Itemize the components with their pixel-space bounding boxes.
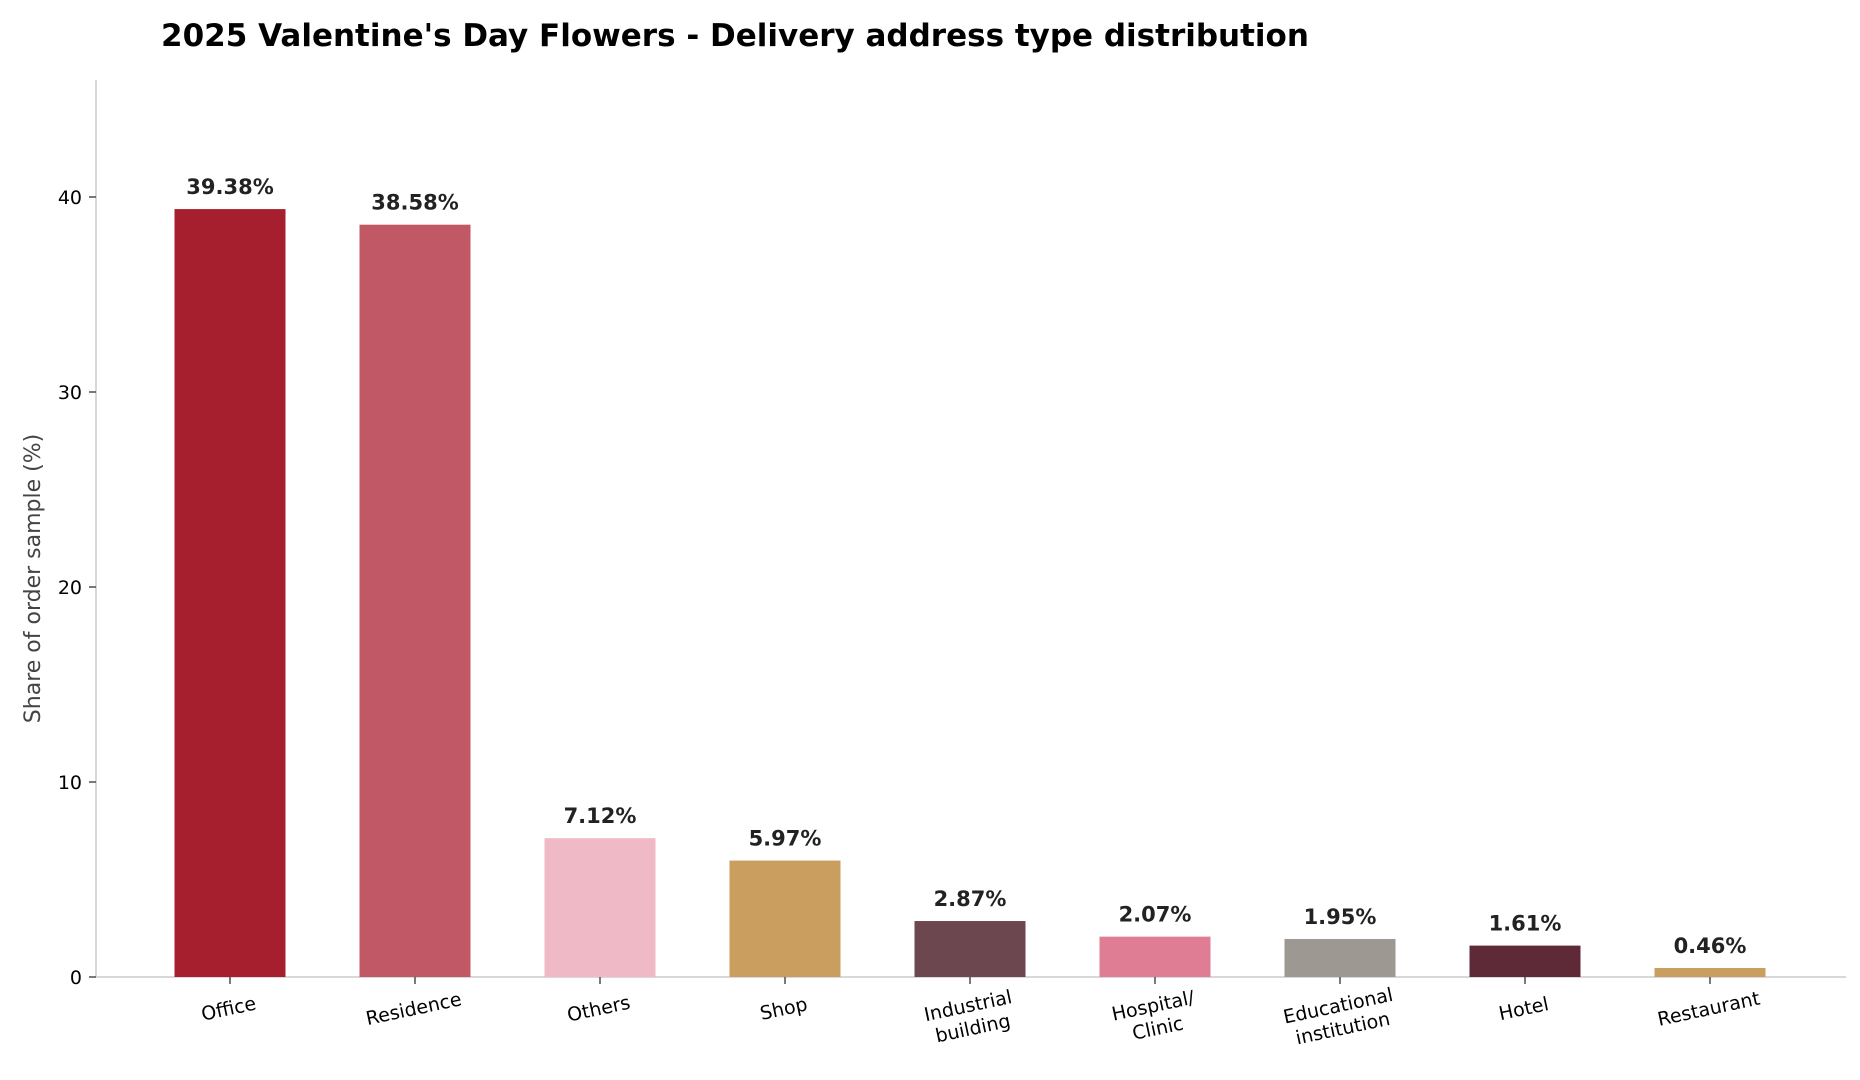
y-tick-label: 30 bbox=[58, 382, 82, 404]
bar bbox=[359, 224, 471, 977]
chart-title: 2025 Valentine's Day Flowers - Delivery … bbox=[161, 18, 1309, 54]
x-tick-label-line: Office bbox=[199, 993, 258, 1026]
x-tick-label: Educationalinstitution bbox=[1281, 984, 1399, 1051]
bar-value-label: 0.46% bbox=[1674, 934, 1747, 958]
x-tick-label: Restaurant bbox=[1656, 988, 1762, 1031]
x-tick-label: Shop bbox=[758, 993, 809, 1024]
x-tick-label: Office bbox=[199, 993, 258, 1026]
y-tick-label: 10 bbox=[58, 772, 82, 794]
x-tick-label: Industrialbuilding bbox=[922, 986, 1019, 1049]
y-tick-label: 20 bbox=[58, 577, 82, 599]
bar-value-label: 2.87% bbox=[934, 887, 1007, 911]
x-tick-label: Others bbox=[565, 992, 632, 1027]
y-tick-label: 40 bbox=[58, 187, 82, 209]
x-tick-label-line: Shop bbox=[758, 993, 809, 1024]
x-tick-label-line: Others bbox=[565, 992, 632, 1027]
bar-value-label: 7.12% bbox=[564, 804, 637, 828]
bar-value-label: 38.58% bbox=[371, 191, 458, 215]
x-tick-label: Hotel bbox=[1497, 993, 1551, 1025]
bar bbox=[1099, 936, 1211, 977]
bar bbox=[1284, 938, 1396, 977]
bar bbox=[1469, 945, 1581, 977]
bar bbox=[729, 860, 841, 977]
plot-area: 0 10 20 30 40 Share of order sample (%) 39.38%… bbox=[21, 80, 1846, 1051]
y-axis-label: Share of order sample (%) bbox=[21, 434, 46, 723]
bar bbox=[1654, 968, 1766, 977]
bar-value-label: 1.61% bbox=[1489, 912, 1562, 936]
bar bbox=[174, 209, 286, 978]
bar-value-label: 1.95% bbox=[1304, 905, 1377, 929]
bar-value-label: 2.07% bbox=[1119, 903, 1192, 927]
bar-value-label: 5.97% bbox=[749, 827, 822, 851]
x-tick-label-line: Hotel bbox=[1497, 993, 1551, 1025]
x-tick-label-line: Residence bbox=[364, 988, 464, 1030]
x-tick-label: Residence bbox=[364, 988, 464, 1030]
x-tick-label-line: Restaurant bbox=[1656, 988, 1762, 1031]
bar bbox=[914, 921, 1026, 977]
bar bbox=[544, 838, 656, 977]
y-tick-label: 0 bbox=[70, 967, 82, 989]
bar-value-label: 39.38% bbox=[186, 175, 273, 199]
x-tick-label: Hospital/Clinic bbox=[1110, 987, 1202, 1049]
